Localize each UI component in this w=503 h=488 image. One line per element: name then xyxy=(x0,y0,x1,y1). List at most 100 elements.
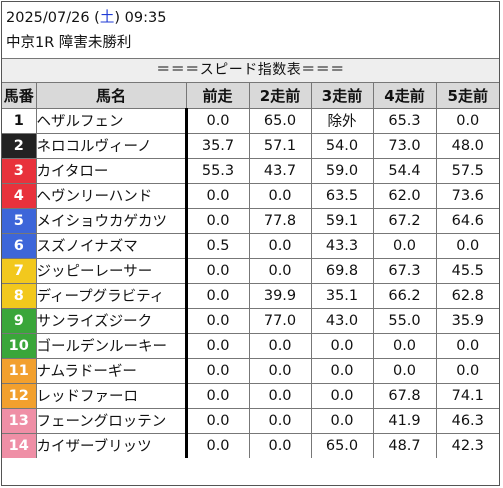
speed-index-zensou: 0.0 xyxy=(185,382,250,409)
speed-index-2sou: 0.0 xyxy=(248,257,312,284)
speed-index-5sou: 35.9 xyxy=(435,307,499,334)
race-datetime: 2025/07/26 (土) 09:35 xyxy=(6,10,167,26)
speed-index-zensou: 0.0 xyxy=(185,282,250,309)
speed-index-5sou: 73.6 xyxy=(435,182,499,209)
horse-name: レッドファーロ xyxy=(35,382,188,409)
speed-index-2sou: 0.0 xyxy=(248,407,312,434)
speed-index-4sou: 73.0 xyxy=(372,132,437,159)
speed-index-3sou: 除外 xyxy=(310,107,374,134)
speed-index-2sou: 0.0 xyxy=(248,332,312,359)
table-row: 9 サンライズジーク 0.0 77.0 43.0 55.0 35.9 xyxy=(2,307,499,334)
table-row: 13 フェーングロッテン 0.0 0.0 0.0 41.9 46.3 xyxy=(2,407,499,434)
speed-index-5sou: 62.8 xyxy=(435,282,499,309)
speed-index-zensou: 35.7 xyxy=(185,132,250,159)
speed-index-3sou: 43.0 xyxy=(310,307,374,334)
speed-index-table: 馬番 馬名 前走 2走前 3走前 4走前 5走前 1 ヘザルフェン 0.0 65.0 除… xyxy=(2,83,499,458)
speed-index-zensou: 55.3 xyxy=(185,157,250,184)
horse-name: カイザーブリッツ xyxy=(35,432,188,458)
horse-number: 4 xyxy=(2,182,37,209)
horse-name: サンライズジーク xyxy=(35,307,188,334)
table-row: 10 ゴールデンルーキー 0.0 0.0 0.0 0.0 0.0 xyxy=(2,332,499,359)
race-time: 09:35 xyxy=(124,10,167,26)
speed-index-5sou: 0.0 xyxy=(435,332,499,359)
speed-index-3sou: 0.0 xyxy=(310,382,374,409)
speed-index-5sou: 48.0 xyxy=(435,132,499,159)
speed-index-3sou: 63.5 xyxy=(310,182,374,209)
horse-name: ネロコルヴィーノ xyxy=(35,132,188,159)
table-row: 14 カイザーブリッツ 0.0 0.0 65.0 48.7 42.3 xyxy=(2,432,499,458)
speed-index-zensou: 0.0 xyxy=(185,207,250,234)
horse-number: 11 xyxy=(2,357,37,384)
speed-index-4sou: 54.4 xyxy=(372,157,437,184)
horse-name: ナムラドーギー xyxy=(35,357,188,384)
horse-number: 2 xyxy=(2,132,37,159)
speed-index-3sou: 43.3 xyxy=(310,232,374,259)
speed-index-3sou: 0.0 xyxy=(310,407,374,434)
horse-number: 7 xyxy=(2,257,37,284)
speed-index-5sou: 0.0 xyxy=(435,107,499,134)
speed-index-2sou: 57.1 xyxy=(248,132,312,159)
table-row: 4 ヘヴンリーハンド 0.0 0.0 63.5 62.0 73.6 xyxy=(2,182,499,209)
speed-index-4sou: 48.7 xyxy=(372,432,437,458)
race-title: 中京1R 障害未勝利 xyxy=(6,35,132,51)
speed-index-3sou: 65.0 xyxy=(310,432,374,458)
speed-index-4sou: 41.9 xyxy=(372,407,437,434)
horse-number: 3 xyxy=(2,157,37,184)
table-row: 1 ヘザルフェン 0.0 65.0 除外 65.3 0.0 xyxy=(2,107,499,134)
speed-index-3sou: 54.0 xyxy=(310,132,374,159)
speed-index-2sou: 0.0 xyxy=(248,432,312,458)
speed-index-2sou: 65.0 xyxy=(248,107,312,134)
col-header-bamei: 馬名 xyxy=(35,83,187,109)
speed-index-4sou: 0.0 xyxy=(372,332,437,359)
speed-index-zensou: 0.0 xyxy=(185,407,250,434)
speed-index-2sou: 77.0 xyxy=(248,307,312,334)
horse-name: フェーングロッテン xyxy=(35,407,188,434)
speed-index-zensou: 0.0 xyxy=(185,257,250,284)
speed-index-4sou: 66.2 xyxy=(372,282,437,309)
speed-index-3sou: 35.1 xyxy=(310,282,374,309)
speed-index-3sou: 59.1 xyxy=(310,207,374,234)
speed-index-zensou: 0.0 xyxy=(185,307,250,334)
speed-index-4sou: 65.3 xyxy=(372,107,437,134)
speed-index-4sou: 62.0 xyxy=(372,182,437,209)
table-banner: ＝＝＝スピード指数表＝＝＝ xyxy=(2,58,499,83)
col-header-umaban: 馬番 xyxy=(2,83,37,109)
speed-index-3sou: 69.8 xyxy=(310,257,374,284)
speed-index-2sou: 0.0 xyxy=(248,357,312,384)
speed-index-2sou: 77.8 xyxy=(248,207,312,234)
horse-name: ヘザルフェン xyxy=(35,107,188,134)
horse-name: ヘヴンリーハンド xyxy=(35,182,188,209)
horse-name: カイタロー xyxy=(35,157,188,184)
speed-index-5sou: 46.3 xyxy=(435,407,499,434)
speed-index-5sou: 57.5 xyxy=(435,157,499,184)
table-row: 5 メイショウカゲカツ 0.0 77.8 59.1 67.2 64.6 xyxy=(2,207,499,234)
speed-index-4sou: 55.0 xyxy=(372,307,437,334)
horse-name: ディープグラビティ xyxy=(35,282,188,309)
horse-number: 1 xyxy=(2,107,37,134)
speed-index-4sou: 67.2 xyxy=(372,207,437,234)
horse-name: メイショウカゲカツ xyxy=(35,207,188,234)
horse-name: ゴールデンルーキー xyxy=(35,332,188,359)
speed-index-4sou: 67.3 xyxy=(372,257,437,284)
speed-index-4sou: 67.8 xyxy=(372,382,437,409)
speed-index-2sou: 0.0 xyxy=(248,232,312,259)
table-row: 7 ジッピーレーサー 0.0 0.0 69.8 67.3 45.5 xyxy=(2,257,499,284)
horse-number: 8 xyxy=(2,282,37,309)
table-row: 8 ディープグラビティ 0.0 39.9 35.1 66.2 62.8 xyxy=(2,282,499,309)
speed-index-4sou: 0.0 xyxy=(372,232,437,259)
speed-index-5sou: 74.1 xyxy=(435,382,499,409)
table-header-row: 馬番 馬名 前走 2走前 3走前 4走前 5走前 xyxy=(2,83,499,109)
speed-index-3sou: 59.0 xyxy=(310,157,374,184)
speed-index-2sou: 0.0 xyxy=(248,382,312,409)
table-row: 11 ナムラドーギー 0.0 0.0 0.0 0.0 0.0 xyxy=(2,357,499,384)
col-header-4sou: 4走前 xyxy=(372,83,437,109)
horse-number: 14 xyxy=(2,432,37,458)
table-row: 12 レッドファーロ 0.0 0.0 0.0 67.8 74.1 xyxy=(2,382,499,409)
speed-index-5sou: 42.3 xyxy=(435,432,499,458)
table-row: 2 ネロコルヴィーノ 35.7 57.1 54.0 73.0 48.0 xyxy=(2,132,499,159)
horse-number: 6 xyxy=(2,232,37,259)
horse-number: 13 xyxy=(2,407,37,434)
speed-index-3sou: 0.0 xyxy=(310,332,374,359)
speed-index-5sou: 45.5 xyxy=(435,257,499,284)
race-date: 2025/07/26 xyxy=(6,10,90,26)
